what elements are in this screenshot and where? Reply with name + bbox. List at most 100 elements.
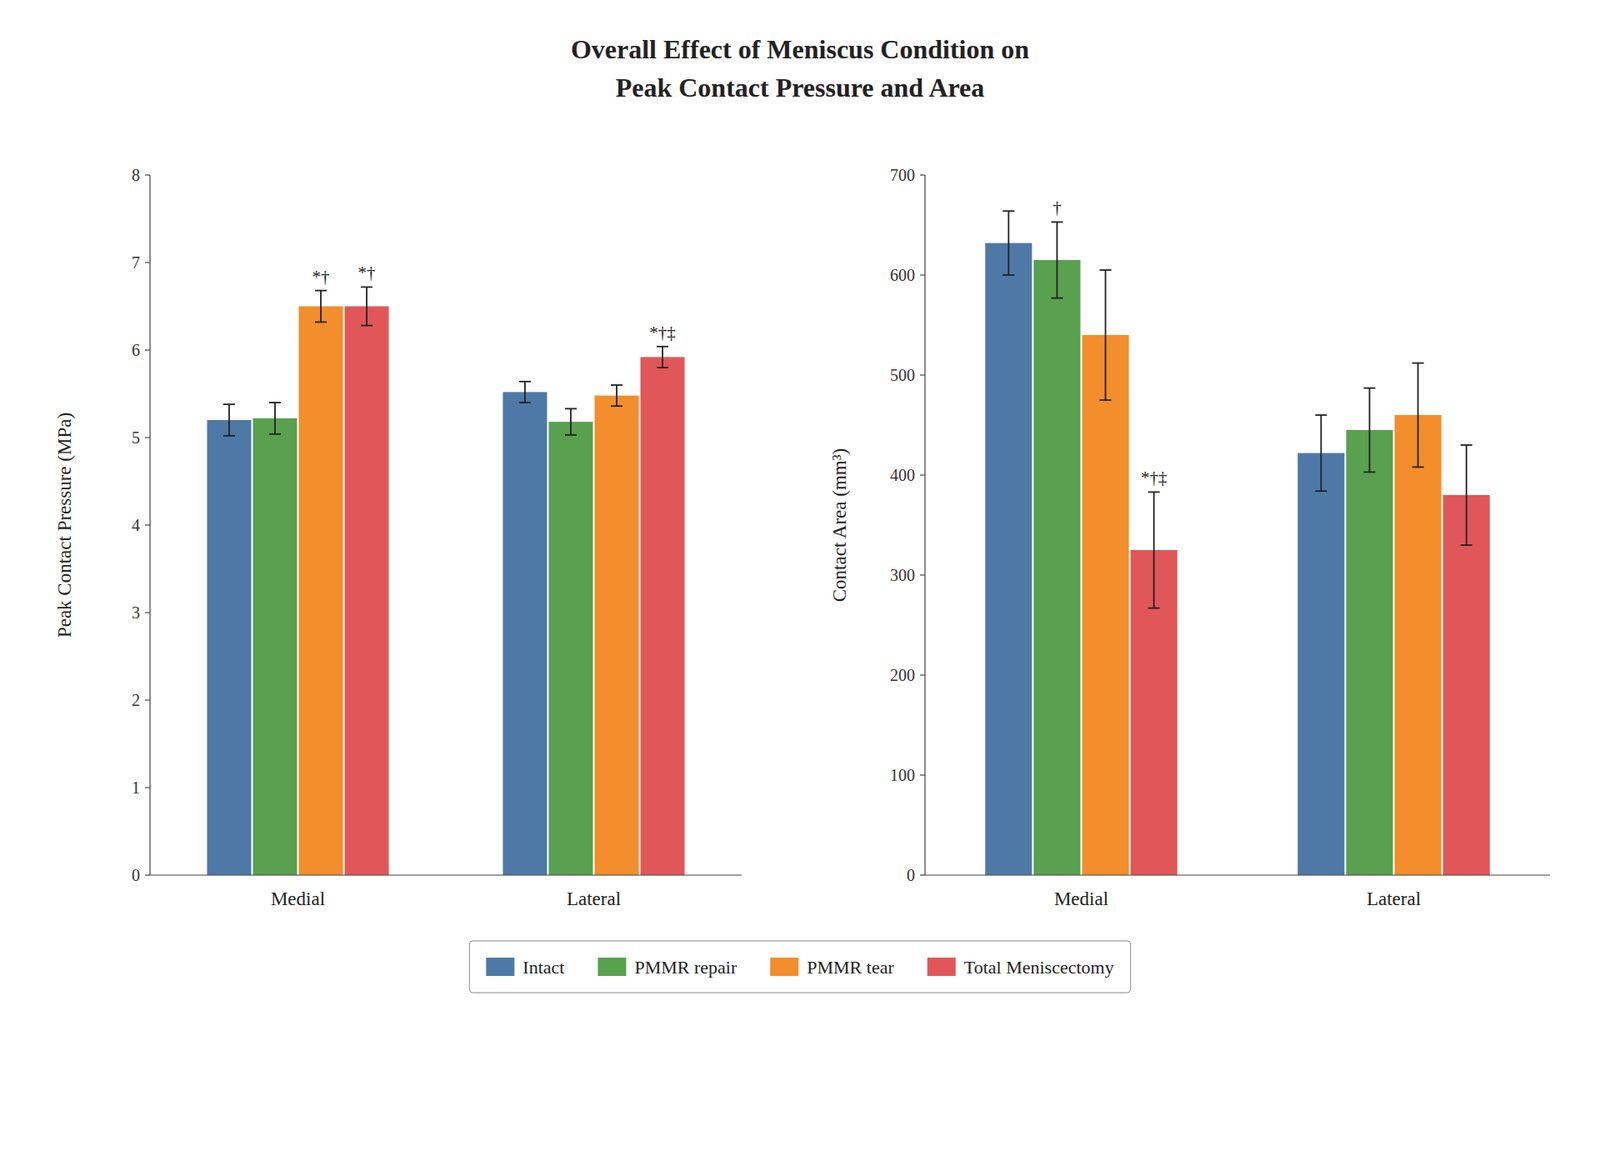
plot-marks: Intact, MedialIntact, LateralPMMR repair…: [985, 210, 1490, 875]
y-tick: [920, 774, 925, 775]
error-bar-cap: [519, 401, 531, 404]
y-tick: [145, 874, 150, 875]
bar: PMMR repair, Medial: [1033, 260, 1080, 875]
error-bar-cap: [656, 366, 669, 369]
plot-marks: Intact, MedialIntact, LateralPMMR repair…: [206, 286, 685, 875]
y-tick: [920, 674, 925, 675]
y-axis-label: Contact Area (mm³): [829, 448, 850, 602]
legend-label: PMMR tear: [806, 956, 895, 978]
bar: PMMR repair, Medial: [252, 418, 297, 875]
error-bar-stem: [1320, 415, 1322, 491]
legend-label: PMMR repair: [634, 956, 738, 978]
y-tick-label: 8: [131, 165, 140, 185]
error-bar: [1148, 491, 1160, 608]
error-bar-stem: [615, 385, 618, 406]
error-bar: [315, 290, 327, 323]
y-tick: [920, 574, 925, 575]
legend-item: PMMR tear: [770, 956, 895, 978]
legend-frame: [469, 940, 1130, 993]
error-bar-stem: [524, 381, 526, 403]
y-tick-label: 7: [131, 253, 140, 272]
error-bar-cap: [519, 380, 531, 383]
y-tick-label: 200: [890, 665, 915, 685]
y-tick-label: 0: [906, 865, 915, 885]
y-tick: [145, 261, 150, 263]
error-bar: [565, 408, 577, 435]
error-bar-cap: [1148, 491, 1160, 494]
error-bar: [519, 381, 531, 403]
error-bar: [1363, 388, 1375, 473]
error-bar-cap: [360, 285, 373, 288]
legend-swatch: [927, 957, 956, 976]
error-bar-cap: [1460, 544, 1473, 546]
y-tick-label: 5: [131, 428, 140, 447]
error-bar-stem: [1465, 445, 1468, 545]
error-bar-stem: [228, 404, 230, 436]
y-tick-label: 1: [131, 778, 140, 797]
x-axis-line: [150, 874, 742, 875]
error-bar-cap: [1148, 607, 1160, 610]
error-bar-cap: [269, 401, 281, 404]
error-bar: [1002, 210, 1015, 275]
legend-swatch: [485, 957, 515, 976]
y-tick-label: 600: [890, 265, 915, 285]
legend-label: Total Meniscectomy: [964, 956, 1115, 978]
error-bar-stem: [1105, 270, 1107, 400]
y-tick-label: 700: [890, 165, 915, 185]
y-tick: [145, 349, 150, 350]
error-bar-cap: [1100, 269, 1112, 271]
legend-item: Intact: [485, 956, 565, 978]
legend-item: PMMR repair: [597, 956, 738, 978]
bar: Total Meniscectomy, Medial: [345, 306, 390, 876]
x-tick-label: Lateral: [566, 888, 621, 910]
y-tick-label: 3: [131, 603, 140, 622]
annotation: *†‡: [649, 322, 676, 343]
error-bar-cap: [1460, 444, 1473, 446]
error-bar-cap: [1363, 471, 1375, 474]
legend-swatch: [597, 957, 626, 976]
error-bar-cap: [315, 290, 327, 292]
error-bar-stem: [1007, 210, 1010, 275]
error-bar-cap: [1100, 399, 1112, 401]
bar: Intact, Medial: [206, 420, 251, 875]
bar: PMMR repair, Lateral: [548, 421, 593, 875]
error-bar-stem: [570, 408, 572, 435]
error-bar-cap: [610, 405, 623, 407]
error-bar: [269, 402, 281, 435]
error-bar-stem: [274, 402, 276, 435]
error-bar-cap: [1002, 210, 1015, 212]
error-bar: [1460, 445, 1473, 545]
y-tick: [920, 874, 925, 875]
error-bar-cap: [610, 384, 623, 386]
chart-panel: Intact, MedialIntact, LateralPMMR repair…: [54, 165, 742, 910]
y-tick-label: 400: [890, 465, 915, 485]
y-tick-label: 0: [131, 865, 140, 885]
subtitle: Peak Contact Pressure and Area: [615, 72, 985, 103]
error-bar-cap: [315, 320, 327, 323]
y-tick: [145, 174, 150, 175]
error-bar-stem: [1369, 388, 1371, 473]
error-bar-cap: [565, 407, 577, 410]
bar: PMMR tear, Lateral: [595, 395, 640, 875]
chart-panel: Intact, MedialIntact, LateralPMMR repair…: [829, 165, 1550, 910]
bar: PMMR tear, Lateral: [1395, 415, 1442, 875]
error-bar-cap: [360, 325, 373, 327]
y-tick-label: 500: [890, 365, 915, 385]
legend-swatch: [770, 957, 799, 976]
error-bar-cap: [1050, 297, 1063, 300]
bar: Intact, Lateral: [502, 391, 547, 875]
error-bar-stem: [1056, 221, 1059, 298]
y-tick: [145, 611, 150, 613]
y-tick-label: 6: [131, 340, 140, 360]
y-tick: [145, 436, 150, 438]
error-bar-cap: [1315, 490, 1327, 492]
y-axis-label: Peak Contact Pressure (MPa): [54, 412, 75, 638]
error-bar-stem: [320, 290, 322, 323]
y-axis-line: [924, 175, 925, 875]
annotation: *†‡: [1140, 467, 1168, 488]
error-bar-cap: [1050, 220, 1063, 223]
y-tick: [920, 474, 925, 475]
chart-root: Overall Effect of Meniscus Condition onP…: [0, 0, 1600, 1176]
y-tick: [145, 786, 150, 788]
annotation: †: [1052, 197, 1062, 218]
